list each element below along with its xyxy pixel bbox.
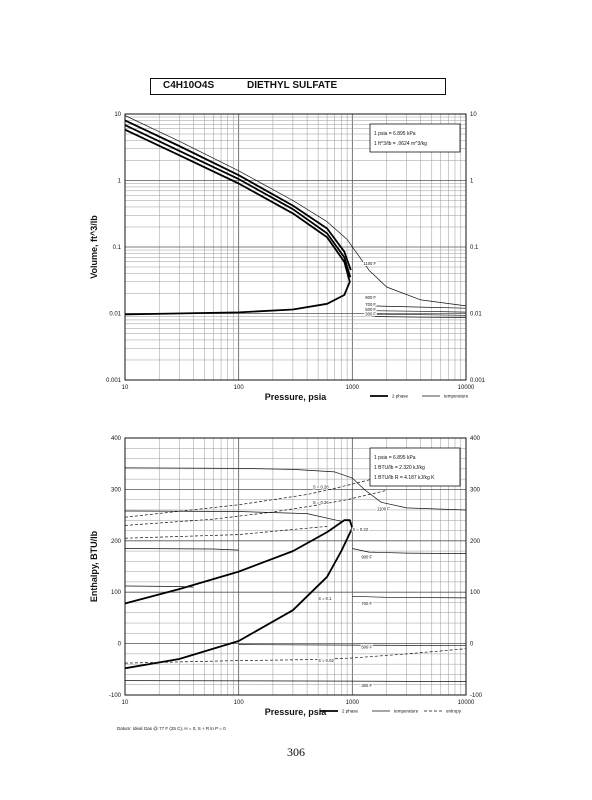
chart2-legend-label: temperature (394, 709, 419, 714)
chart2-series-line (352, 595, 467, 599)
chart1-series-line (124, 128, 351, 316)
chart-title-box: C4H10O4S DIETHYL SULFATE (150, 78, 446, 95)
y-axis-label: Volume, ft^3/lb (89, 215, 99, 279)
chart1-annotation: 700 F (365, 302, 376, 307)
y-axis-label: Enthalpy, BTU/lb (89, 530, 99, 602)
chart1-series-line (124, 119, 352, 271)
y-tick-label: 100 (111, 590, 122, 596)
chart2-conversion-text: 1 BTU/lb R = 4.187 kJ/kg K (374, 475, 435, 481)
chart2-annotation: 700 F (361, 601, 372, 606)
x-axis-label: Pressure, psia (265, 707, 328, 717)
y-tick-label-right: 200 (470, 539, 481, 545)
chart2-conversion-text: 1 psia = 6.895 kPa (374, 455, 416, 461)
x-axis-label: Pressure, psia (265, 392, 328, 402)
chart2-series-line (124, 526, 328, 539)
y-tick-label-right: 400 (470, 436, 481, 442)
chart2-frame (124, 437, 467, 696)
chemical-formula: C4H10O4S (163, 80, 215, 91)
chart2-conversion-box (369, 447, 461, 487)
x-tick-label: 1000 (346, 700, 360, 706)
chart2-annotation: S = 0.1 (318, 596, 332, 601)
chart2-legend-label: 2 phase (342, 709, 359, 714)
y-tick-label: 0.001 (106, 378, 122, 384)
y-tick-label-right: 0.01 (470, 312, 482, 318)
y-tick-label-right: 10 (470, 112, 477, 118)
chart1-annotation: 500 F (365, 307, 376, 312)
chart1-series-line (124, 124, 352, 278)
chart1-annotation: 1100 F (363, 261, 376, 266)
chart2-series-line (124, 519, 354, 670)
y-tick-label: 0.01 (109, 312, 121, 318)
chart1-series-line (372, 316, 467, 318)
chart2-conversion-text: 1 BTU/lb = 2.320 kJ/kg (374, 465, 425, 471)
chart2-annotation: 1100 F (377, 506, 390, 511)
chart2-annotation: S = 0.02 (318, 658, 334, 663)
chart2-series-line (124, 510, 342, 522)
y-tick-label: 1 (118, 179, 122, 185)
y-tick-label: 0.1 (113, 245, 122, 251)
y-tick-label: 0 (118, 642, 122, 648)
y-tick-label: 300 (111, 487, 122, 493)
y-tick-label: -100 (109, 693, 122, 699)
y-tick-label: 400 (111, 436, 122, 442)
chart1-frame (124, 113, 467, 381)
chart1-series-line (372, 313, 467, 316)
chart2-annotation: S = 0.22 (352, 527, 368, 532)
compound-name: DIETHYL SULFATE (247, 80, 338, 91)
y-tick-label-right: -100 (470, 693, 483, 699)
y-tick-label-right: 0.1 (470, 245, 479, 251)
x-tick-label: 10 (122, 700, 129, 706)
x-tick-label: 1000 (346, 385, 360, 391)
y-tick-label-right: 300 (470, 487, 481, 493)
chart1-annotation: 300 F (365, 312, 376, 317)
chart2-annotation: 500 F (361, 645, 372, 650)
chart2-series-line (124, 467, 467, 511)
chart1-annotation: 900 F (365, 295, 376, 300)
x-tick-label: 10000 (458, 700, 475, 706)
chart1-legend-label: 2 phase (392, 394, 409, 399)
x-tick-label: 10000 (458, 385, 475, 391)
x-tick-label: 10 (122, 385, 129, 391)
y-tick-label-right: 0 (470, 642, 474, 648)
chart2-series-line (124, 585, 194, 588)
y-tick-label-right: 0.001 (470, 378, 486, 384)
page-number: 306 (287, 745, 305, 759)
chart2-annotation: S = 0.26 (313, 500, 329, 505)
chart1-series-line (372, 310, 467, 313)
chart1-conversion-text: 1 ft^3/lb = .0624 m^3/kg (374, 141, 427, 147)
chart1-legend-label: temperature (444, 394, 469, 399)
chart2-series-line (124, 490, 387, 526)
chart2-annotation: 900 F (361, 555, 372, 560)
chart2-annotation: S = 0.28 (313, 484, 329, 489)
chart2-annotation: 300 F (361, 683, 372, 688)
chart1-conversion-text: 1 psia = 6.895 kPa (374, 131, 416, 137)
chart2-series-line (124, 648, 467, 664)
chart2-footnote: Datum: Ideal Gas @ 77 F (25 C), H = 0, S… (117, 726, 226, 731)
chart1-series-line (372, 305, 467, 309)
x-tick-label: 100 (234, 700, 245, 706)
x-tick-label: 100 (234, 385, 245, 391)
chart2-series-line (352, 548, 467, 554)
chart2-legend-label: entropy (446, 709, 462, 714)
y-tick-label: 200 (111, 539, 122, 545)
chart2-series-line (238, 644, 467, 647)
chart2-series-line (124, 680, 467, 682)
y-tick-label: 10 (114, 112, 121, 118)
chart2-series-line (124, 548, 239, 551)
chart1-conversion-box (369, 123, 461, 153)
y-tick-label-right: 1 (470, 179, 474, 185)
chart1-series-line (124, 115, 467, 307)
y-tick-label-right: 100 (470, 590, 481, 596)
